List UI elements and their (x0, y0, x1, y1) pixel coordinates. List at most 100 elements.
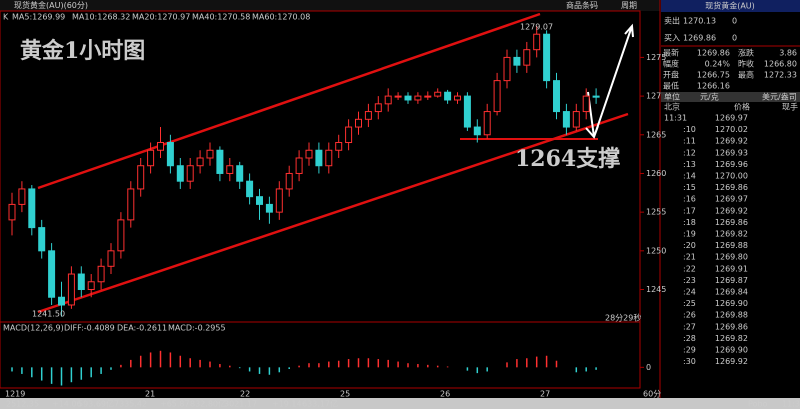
unit-label: 单位 (664, 92, 680, 102)
unit-option[interactable]: 美元/盎司 (762, 92, 797, 102)
status-item: 2512.35 (6, 400, 39, 409)
candle-body (58, 296, 65, 306)
tick-price: 1269.80 (715, 253, 748, 262)
buy-vol: 0 (732, 34, 737, 43)
candle-body (463, 95, 471, 128)
tick-time: :10 (683, 125, 696, 134)
tick-price: 1269.93 (715, 148, 748, 157)
x-tick-label: 1219 (5, 390, 25, 399)
annotation-title: 黄金1小时图 (20, 38, 145, 64)
candle-body (127, 188, 135, 221)
unit-bar (661, 92, 800, 102)
tick-price: 1269.92 (715, 206, 748, 215)
candle-body (572, 111, 580, 128)
candle-body (424, 95, 432, 98)
candle-body (394, 95, 402, 98)
candle-body (256, 196, 263, 205)
quote-title: 现货黄金(AU) (705, 1, 755, 11)
x-tick-label: 22 (240, 390, 250, 399)
ma-item: MA40:1270.58 (192, 13, 250, 22)
candle-body (543, 33, 551, 82)
tick-price: 1269.84 (715, 288, 748, 297)
col-head: 价格 (734, 102, 750, 112)
candle-body (404, 95, 412, 101)
candle-body (246, 180, 254, 198)
annotation-support: 1264支撑 (515, 146, 620, 172)
buy-price: 1269.86 (683, 34, 716, 43)
button[interactable]: 周期 (621, 1, 637, 10)
tick-time: :19 (683, 230, 696, 239)
candle-body (414, 95, 422, 101)
tick-time: :18 (683, 218, 696, 227)
candle-body (582, 95, 590, 113)
candle-body (305, 149, 313, 159)
tick-time: :22 (683, 264, 696, 273)
candle-body (8, 203, 16, 221)
stat: 开盘 (663, 70, 679, 80)
candle-body (364, 111, 372, 120)
tick-price: 1269.92 (715, 357, 748, 366)
tick-time: :13 (683, 160, 696, 169)
candle-body (176, 165, 184, 182)
sell-label: 卖出 (664, 16, 680, 26)
candle-body (513, 56, 521, 66)
tick-time: :25 (683, 299, 696, 308)
arrows (585, 23, 634, 139)
status-item: +65.87 (160, 400, 190, 409)
tick-time: :11 (683, 137, 696, 146)
macd-tick-label: 0 (646, 363, 651, 372)
candle-body (523, 49, 531, 66)
candle-body (285, 172, 293, 190)
chart-frame (0, 10, 641, 389)
stat: 1266.16 (697, 82, 730, 91)
candle-body (345, 126, 353, 144)
candle-body (384, 95, 392, 105)
clock: 11:31 (782, 400, 800, 409)
y-tick-label: 1245 (646, 285, 666, 294)
candle-body (117, 219, 125, 252)
button[interactable]: 商品条码 (566, 0, 598, 10)
tick-price: 1269.86 (715, 183, 748, 192)
sell-price: 1270.13 (683, 17, 716, 26)
tick-price: 1269.90 (715, 299, 748, 308)
candle-body (77, 273, 85, 291)
macd-dea: DEA:-0.2611 (117, 324, 167, 333)
candle-body (562, 111, 570, 128)
channel-lower (37, 112, 629, 314)
tick-time: :20 (683, 241, 696, 250)
candle-body (533, 33, 541, 51)
candle-body (592, 95, 600, 98)
col-head: 现手 (782, 102, 798, 112)
stat: 3.86 (779, 49, 797, 58)
tick-time: :14 (683, 172, 696, 181)
tick-price: 1269.87 (715, 276, 748, 285)
status-item: 3021.17 (224, 400, 257, 409)
tick-time: :12 (683, 148, 696, 157)
tick-price: 1269.86 (715, 322, 748, 331)
stat: 1266.75 (697, 71, 730, 80)
unit-option[interactable]: 元/克 (700, 93, 719, 102)
candle-body (295, 157, 303, 174)
tick-time: :16 (683, 195, 696, 204)
candle-body (87, 281, 95, 291)
stat: 昨收 (738, 59, 754, 69)
tick-price: 1269.90 (715, 346, 748, 355)
status-item: +19.14 (272, 400, 302, 409)
candle-body (18, 188, 26, 205)
candle-body (147, 149, 155, 167)
tick-price: 1269.82 (715, 334, 748, 343)
annotation-high: 1279.07 (520, 23, 553, 32)
candle-body (137, 165, 145, 190)
candle-body (483, 111, 491, 136)
candle-body (374, 103, 382, 113)
tick-time: :30 (683, 357, 696, 366)
y-tick-label: 1265 (646, 130, 666, 139)
tick-time: 11:31 (664, 114, 687, 123)
tick-time: :15 (683, 183, 696, 192)
candle-body (275, 188, 283, 213)
countdown: 28分29秒 (605, 313, 641, 323)
candle-body (157, 142, 164, 151)
y-tick-label: 1250 (646, 246, 666, 255)
tick-price: 1269.86 (715, 218, 748, 227)
tick-price: 1269.88 (715, 311, 748, 320)
